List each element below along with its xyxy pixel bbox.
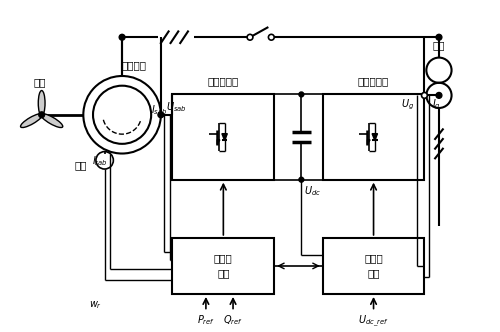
Polygon shape bbox=[368, 140, 370, 144]
Bar bbox=[172, 238, 274, 294]
Ellipse shape bbox=[38, 91, 45, 116]
Bar bbox=[322, 238, 424, 294]
Text: $U_{dc\_ref}$: $U_{dc\_ref}$ bbox=[358, 313, 389, 329]
Circle shape bbox=[299, 92, 304, 97]
Ellipse shape bbox=[20, 114, 42, 127]
Circle shape bbox=[247, 34, 253, 40]
Text: $I_{sab}$: $I_{sab}$ bbox=[151, 103, 168, 117]
Polygon shape bbox=[372, 134, 378, 140]
Bar bbox=[172, 94, 274, 180]
Circle shape bbox=[422, 93, 428, 98]
Circle shape bbox=[299, 177, 304, 182]
Text: 电网: 电网 bbox=[432, 40, 445, 50]
Text: 机侧控
制器: 机侧控 制器 bbox=[214, 254, 233, 278]
Text: $U_{dc}$: $U_{dc}$ bbox=[304, 185, 322, 198]
Text: 双馈电机: 双馈电机 bbox=[121, 60, 146, 70]
Circle shape bbox=[436, 34, 442, 40]
Text: 码盘: 码盘 bbox=[74, 160, 86, 170]
Polygon shape bbox=[222, 134, 228, 140]
Bar bbox=[322, 94, 424, 180]
Text: $w_r$: $w_r$ bbox=[88, 299, 102, 311]
Text: 网侧控
制器: 网侧控 制器 bbox=[364, 254, 383, 278]
Ellipse shape bbox=[40, 114, 63, 127]
Circle shape bbox=[38, 112, 44, 118]
Text: $U_g$: $U_g$ bbox=[400, 98, 414, 112]
Text: 网侧变换器: 网侧变换器 bbox=[358, 77, 389, 87]
Text: $I_{rab}$: $I_{rab}$ bbox=[92, 154, 108, 168]
Circle shape bbox=[158, 112, 164, 118]
Polygon shape bbox=[217, 140, 220, 144]
Circle shape bbox=[268, 34, 274, 40]
Text: $Q_{ref}$: $Q_{ref}$ bbox=[223, 313, 243, 327]
Text: 机侧变换器: 机侧变换器 bbox=[208, 77, 239, 87]
Circle shape bbox=[119, 34, 125, 40]
Text: $I_g$: $I_g$ bbox=[432, 98, 441, 112]
Text: 风机: 风机 bbox=[34, 78, 46, 88]
Circle shape bbox=[436, 93, 442, 98]
Text: $U_{sab}$: $U_{sab}$ bbox=[166, 100, 186, 114]
Text: $P_{ref}$: $P_{ref}$ bbox=[197, 313, 215, 327]
